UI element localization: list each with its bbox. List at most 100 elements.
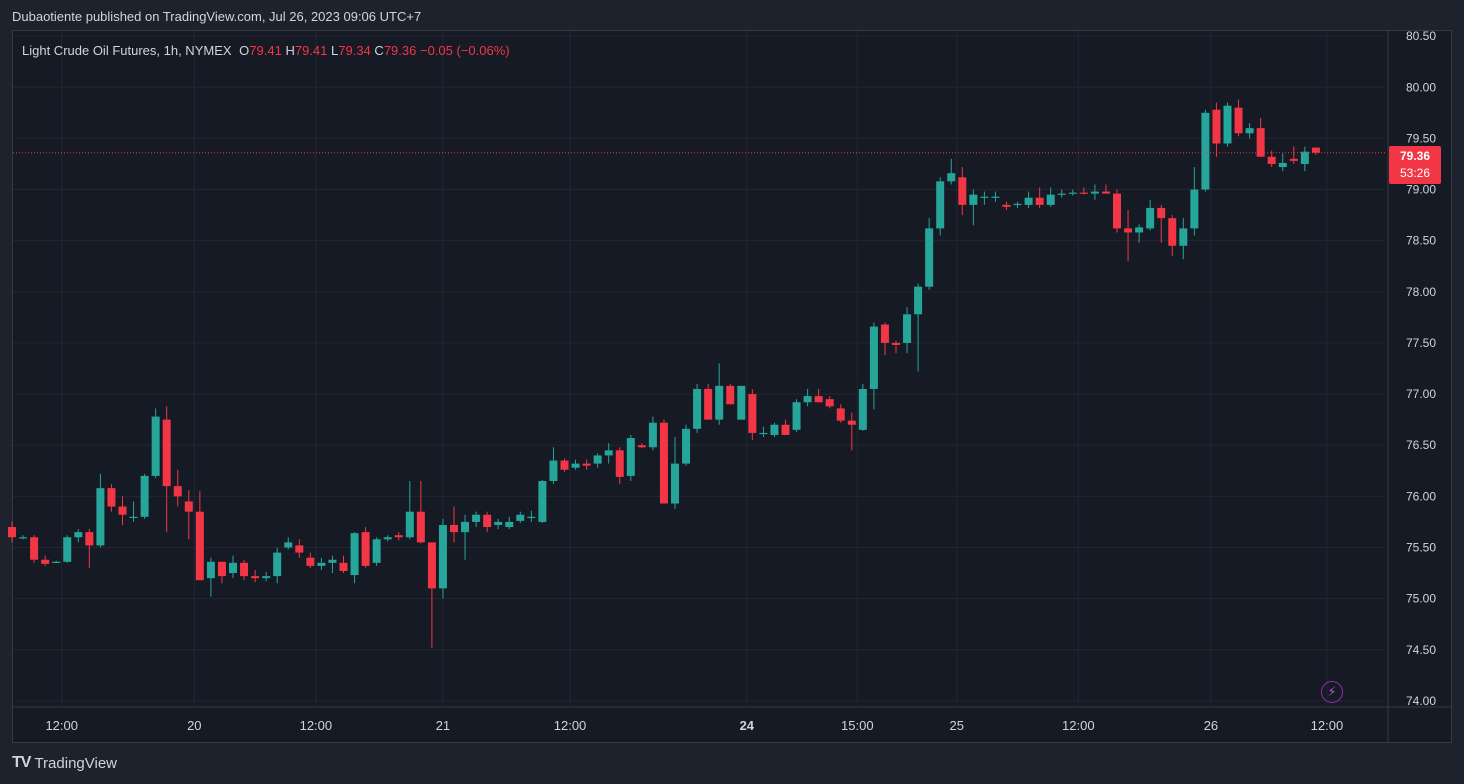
price-tick-label: 76.50 — [1406, 438, 1436, 452]
candle — [461, 514, 470, 560]
candle — [229, 555, 237, 579]
candle-body — [1101, 191, 1110, 194]
candle — [472, 511, 481, 528]
candle — [52, 560, 61, 563]
candle-body — [240, 562, 249, 577]
candle-body — [637, 445, 646, 448]
candle-body — [1090, 191, 1099, 194]
candle-body — [615, 450, 624, 477]
price-tick-label: 76.00 — [1406, 489, 1436, 503]
candle-body — [229, 562, 237, 574]
time-tick-label: 15:00 — [841, 718, 874, 733]
candle-body — [162, 419, 171, 487]
candle — [1057, 189, 1066, 198]
candle-body — [184, 501, 193, 512]
candle — [295, 539, 304, 558]
candle-body — [1113, 193, 1121, 229]
candle — [317, 557, 326, 570]
candle — [438, 518, 447, 599]
tradingview-logo[interactable]: TV TradingView — [12, 754, 117, 772]
candle-body — [107, 488, 116, 507]
candle-body — [483, 514, 492, 528]
candle-body — [1057, 193, 1066, 195]
tv-logo-icon: TV — [12, 754, 31, 771]
candle-body — [494, 521, 503, 525]
candle — [350, 532, 359, 584]
low-label: L — [331, 43, 339, 58]
price-tick-label: 78.50 — [1406, 234, 1436, 248]
candle-body — [1135, 227, 1144, 233]
candle-body — [206, 561, 215, 579]
candle — [1190, 167, 1199, 236]
candle — [306, 552, 315, 568]
candle-body — [803, 396, 812, 403]
candle-body — [328, 559, 337, 563]
flash-icon[interactable]: ⚡ — [1321, 681, 1343, 703]
symbol-title: Light Crude Oil Futures, 1h, NYMEX — [22, 43, 232, 58]
candle — [1311, 147, 1320, 155]
candle-body — [41, 559, 50, 564]
candle-body — [217, 561, 226, 577]
candle — [405, 481, 414, 540]
candle-body — [1168, 218, 1177, 246]
candle — [1146, 199, 1155, 231]
candle — [858, 383, 867, 431]
candle-body — [527, 516, 536, 518]
candle-body — [1013, 203, 1022, 206]
candle — [394, 532, 403, 541]
candle-body — [151, 416, 160, 476]
change-value: −0.05 (−0.06%) — [419, 43, 510, 58]
candle-body — [317, 562, 326, 566]
symbol-legend: Light Crude Oil Futures, 1h, NYMEX O79.4… — [22, 43, 510, 58]
price-tick-label: 74.00 — [1406, 694, 1436, 708]
candle-body — [671, 463, 679, 504]
candle — [1234, 99, 1243, 137]
candle-body — [339, 562, 348, 571]
candle-body — [903, 314, 912, 343]
candle — [206, 557, 215, 597]
time-tick-label: 21 — [436, 718, 450, 733]
candle — [151, 408, 160, 478]
candle-body — [825, 399, 834, 407]
candle-body — [1079, 192, 1088, 194]
candle — [1212, 102, 1221, 157]
candle-body — [427, 542, 436, 589]
candle — [383, 535, 392, 542]
candle — [969, 189, 978, 226]
candle — [947, 158, 956, 185]
candle — [372, 537, 381, 566]
candle-body — [1124, 228, 1133, 233]
candle-body — [847, 420, 856, 425]
candle — [980, 191, 989, 205]
time-axis: 12:00 20 12:00 21 12:00 24 15:00 25 12:00 26 12:00 — [13, 706, 1451, 733]
price-tick-label: 80.00 — [1406, 80, 1436, 94]
candle — [737, 385, 746, 420]
candle-body — [936, 181, 945, 229]
last-price-value: 79.36 — [1399, 149, 1431, 163]
candle-body — [1035, 197, 1044, 205]
candle-body — [1146, 207, 1155, 229]
candle — [1179, 218, 1188, 260]
candle-body — [958, 177, 967, 205]
candle — [847, 412, 856, 451]
candle — [162, 406, 171, 533]
candle — [781, 419, 790, 435]
candle — [416, 481, 425, 544]
candle-body — [814, 396, 823, 403]
time-tick-label: 12:00 — [45, 718, 78, 733]
candle-body — [85, 532, 94, 546]
candle — [648, 416, 657, 451]
candle — [715, 363, 724, 425]
candle — [1035, 187, 1044, 208]
candle-body — [1234, 107, 1243, 134]
candle-body — [30, 537, 39, 560]
price-tick-label: 79.50 — [1406, 131, 1436, 145]
candle — [991, 191, 1000, 202]
candle — [339, 555, 348, 574]
candle — [1113, 189, 1121, 233]
candle — [549, 447, 558, 485]
candle — [892, 340, 900, 354]
candle — [748, 388, 757, 441]
candle — [1079, 187, 1088, 195]
